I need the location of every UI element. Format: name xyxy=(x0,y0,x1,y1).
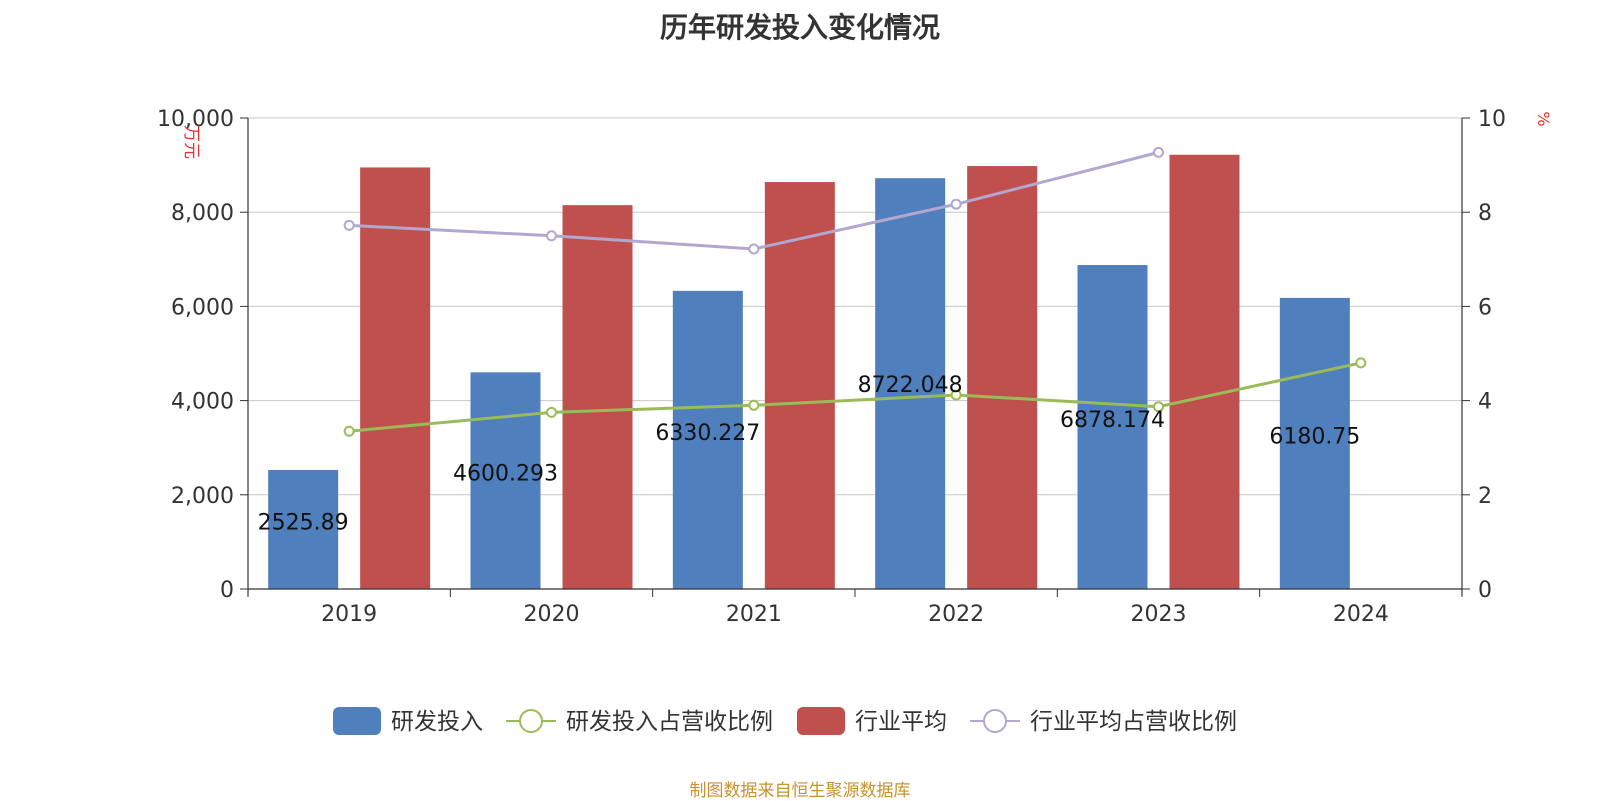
y-left-unit-label: 万元 xyxy=(181,125,201,159)
x-tick-label: 2021 xyxy=(726,602,782,627)
bar xyxy=(360,167,431,589)
line-point xyxy=(748,399,760,411)
y-right-tick-label: 0 xyxy=(1478,578,1492,603)
line-point xyxy=(950,198,962,210)
legend-item[interactable]: 研发投入 xyxy=(333,707,483,735)
y-left-tick-label: 6,000 xyxy=(171,295,234,320)
bar xyxy=(764,182,835,589)
bar xyxy=(875,178,946,590)
series-line xyxy=(349,361,1362,433)
y-right-unit-label: % xyxy=(1534,111,1553,126)
bar xyxy=(967,166,1038,590)
legend-marker xyxy=(983,709,1007,733)
line-point xyxy=(950,389,962,401)
x-tick-label: 2024 xyxy=(1333,602,1389,627)
y-right-tick-label: 4 xyxy=(1478,390,1492,415)
line-point xyxy=(1153,146,1164,158)
bar xyxy=(672,290,743,589)
line-point xyxy=(1153,401,1164,413)
y-right-tick-label: 8 xyxy=(1478,201,1492,226)
bar xyxy=(1279,297,1350,589)
bar xyxy=(470,372,541,589)
bar xyxy=(1169,154,1240,589)
legend-item[interactable]: 行业平均 xyxy=(797,707,947,735)
x-tick-label: 2020 xyxy=(524,602,580,627)
y-left-tick-label: 8,000 xyxy=(171,201,234,226)
source-note: 制图数据来自恒生聚源数据库 xyxy=(689,781,911,801)
legend-swatch xyxy=(333,707,381,735)
legend-marker xyxy=(519,709,543,733)
y-left-tick-label: 0 xyxy=(220,578,234,603)
line-point xyxy=(343,219,355,231)
legend[interactable]: 研发投入 研发投入占营收比例 行业平均 行业平均占营收比例 xyxy=(333,707,1237,735)
bar xyxy=(1077,265,1148,589)
line-point xyxy=(1355,357,1367,369)
line-point xyxy=(748,243,760,255)
bar-layer xyxy=(268,154,1350,590)
legend-label: 研发投入 xyxy=(391,709,483,735)
y-left-tick-label: 2,000 xyxy=(171,484,234,509)
y-right-tick-label: 2 xyxy=(1478,484,1492,509)
y-left-tick-label: 10,000 xyxy=(157,107,234,132)
legend-label: 行业平均占营收比例 xyxy=(1030,709,1237,735)
line-point xyxy=(343,425,355,437)
y-right-tick-label: 6 xyxy=(1478,295,1492,320)
bar xyxy=(562,205,633,589)
bar-value-label: 2525.89 xyxy=(258,511,349,536)
bar-value-label: 8722.048 xyxy=(858,373,963,398)
axes: 0 0 2,000 2 4,000 4 6,000 6 8,000 8 10,000 10 万元% 201… xyxy=(157,107,1553,627)
x-tick-label: 2019 xyxy=(321,602,377,627)
bar-value-label: 6330.227 xyxy=(655,421,760,446)
legend-item[interactable]: 行业平均占营收比例 xyxy=(970,709,1237,735)
legend-item[interactable]: 研发投入占营收比例 xyxy=(506,709,773,735)
bar-value-label: 6878.174 xyxy=(1060,408,1165,433)
y-left-tick-label: 4,000 xyxy=(171,390,234,415)
y-right-tick-label: 10 xyxy=(1478,107,1506,132)
bar-value-label: 6180.75 xyxy=(1269,424,1360,449)
x-tick-label: 2022 xyxy=(928,602,984,627)
x-tick-label: 2023 xyxy=(1131,602,1187,627)
chart-title: 历年研发投入变化情况 xyxy=(659,11,940,44)
data-labels: 2525.89 4600.293 6330.227 8722.048 6878.174 6… xyxy=(258,373,1361,536)
legend-swatch xyxy=(797,707,845,735)
line-layer xyxy=(343,146,1367,437)
line-point xyxy=(546,230,557,242)
line-point xyxy=(546,406,557,418)
bar-value-label: 4600.293 xyxy=(453,462,558,487)
bar xyxy=(268,470,339,589)
legend-label: 研发投入占营收比例 xyxy=(566,709,773,735)
legend-label: 行业平均 xyxy=(855,709,947,735)
